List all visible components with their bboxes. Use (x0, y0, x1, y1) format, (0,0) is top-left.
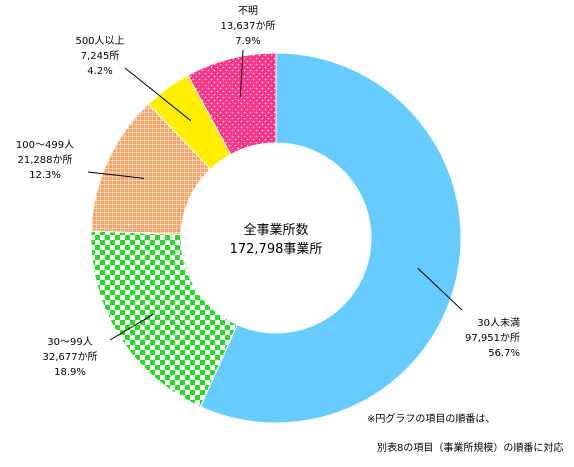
slice-1 (90, 230, 238, 408)
label-500-over: 500人以上 7,245所 4.2% (75, 35, 124, 77)
label-100-499-percent: 12.3% (29, 170, 61, 181)
label-30-99-name: 30～99人 (47, 336, 92, 348)
label-unknown: 不明 13,637か所 7.9% (221, 5, 276, 47)
label-100-499-count: 21,288か所 (18, 154, 73, 166)
label-30-99: 30～99人 32,677か所 18.9% (43, 336, 98, 378)
leader-line-0 (417, 267, 463, 311)
label-unknown-percent: 7.9% (235, 36, 260, 47)
leader-lines (87, 49, 463, 341)
slice-4 (187, 52, 277, 156)
label-30-under-percent: 56.7% (488, 348, 520, 359)
center-total: 172,798事業所 (230, 241, 323, 257)
label-500-over-name: 500人以上 (75, 35, 124, 47)
leader-line-2 (87, 171, 144, 179)
leader-line-1 (109, 314, 154, 341)
label-500-over-count: 7,245所 (81, 50, 120, 62)
label-500-over-percent: 4.2% (87, 66, 112, 77)
note-line-2: 別表8の項目（事業所規模）の順番に対応 (377, 441, 563, 454)
label-unknown-count: 13,637か所 (221, 20, 276, 32)
leader-line-4 (239, 49, 244, 98)
label-100-499-name: 100～499人 (16, 139, 74, 151)
note-line-1: ※円グラフの項目の順番は、 (367, 412, 495, 425)
center-title: 全事業所数 (243, 222, 308, 238)
label-30-under-name: 30人未満 (477, 317, 520, 329)
label-unknown-name: 不明 (238, 5, 258, 17)
slice-0 (199, 52, 462, 424)
label-30-99-percent: 18.9% (54, 367, 86, 378)
label-30-99-count: 32,677か所 (43, 351, 98, 363)
slices (90, 52, 462, 424)
label-100-499: 100～499人 21,288か所 12.3% (16, 139, 74, 181)
label-30-under: 30人未満 97,951か所 56.7% (465, 317, 520, 359)
leader-line-3 (124, 67, 192, 122)
label-30-under-count: 97,951か所 (465, 332, 520, 344)
